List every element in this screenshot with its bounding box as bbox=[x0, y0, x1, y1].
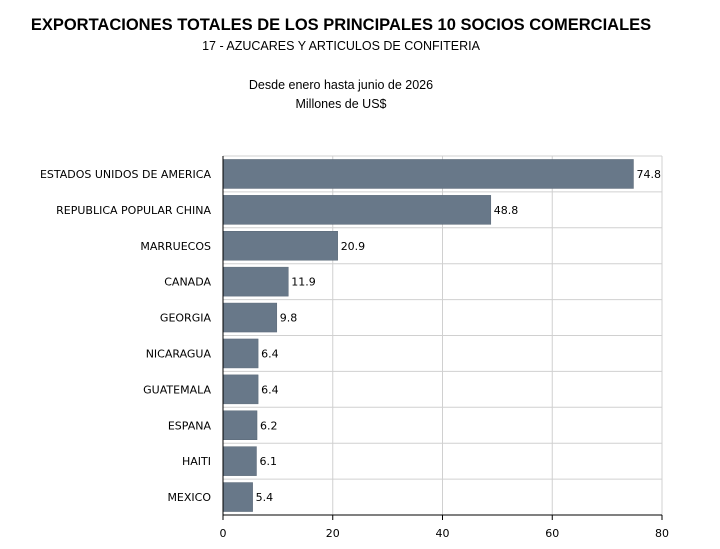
data-label: 74.8 bbox=[636, 168, 661, 181]
data-label: 6.1 bbox=[259, 455, 277, 468]
chart-subtitle: 17 - AZUCARES Y ARTICULOS DE CONFITERIA bbox=[202, 39, 480, 53]
data-label: 11.9 bbox=[291, 276, 316, 289]
x-tick-label: 0 bbox=[220, 527, 227, 540]
category-label: HAITI bbox=[182, 455, 211, 468]
category-label: GEORGIA bbox=[160, 312, 212, 325]
category-label: GUATEMALA bbox=[143, 383, 211, 396]
bar bbox=[222, 302, 278, 333]
data-label: 5.4 bbox=[256, 491, 274, 504]
data-label: 9.8 bbox=[280, 312, 298, 325]
x-tick-label: 40 bbox=[436, 527, 450, 540]
category-label: MEXICO bbox=[167, 491, 211, 504]
data-label: 48.8 bbox=[494, 204, 519, 217]
data-label: 6.4 bbox=[261, 347, 279, 360]
category-label: CANADA bbox=[164, 276, 211, 289]
category-label: ESPANA bbox=[168, 419, 212, 432]
category-label: REPUBLICA POPULAR CHINA bbox=[56, 204, 211, 217]
bar bbox=[222, 195, 492, 225]
data-label: 6.2 bbox=[260, 419, 278, 432]
bar bbox=[222, 338, 259, 369]
data-label: 20.9 bbox=[341, 240, 366, 253]
category-label: MARRUECOS bbox=[140, 240, 211, 253]
bar bbox=[222, 159, 634, 189]
chart-units: Millones de US$ bbox=[295, 97, 387, 111]
x-tick-label: 20 bbox=[326, 527, 340, 540]
category-label: ESTADOS UNIDOS DE AMERICA bbox=[40, 168, 212, 181]
chart-title: EXPORTACIONES TOTALES DE LOS PRINCIPALES… bbox=[30, 16, 652, 34]
x-tick-label: 80 bbox=[655, 527, 669, 540]
data-label: 6.4 bbox=[261, 383, 279, 396]
bar bbox=[222, 482, 253, 512]
x-tick-label: 60 bbox=[545, 527, 559, 540]
bar bbox=[222, 446, 257, 476]
bar bbox=[222, 374, 259, 405]
bar bbox=[222, 410, 258, 440]
bar bbox=[222, 231, 338, 261]
category-label: NICARAGUA bbox=[146, 347, 212, 360]
bar bbox=[222, 266, 289, 297]
chart-period: Desde enero hasta junio de 2026 bbox=[248, 78, 434, 92]
